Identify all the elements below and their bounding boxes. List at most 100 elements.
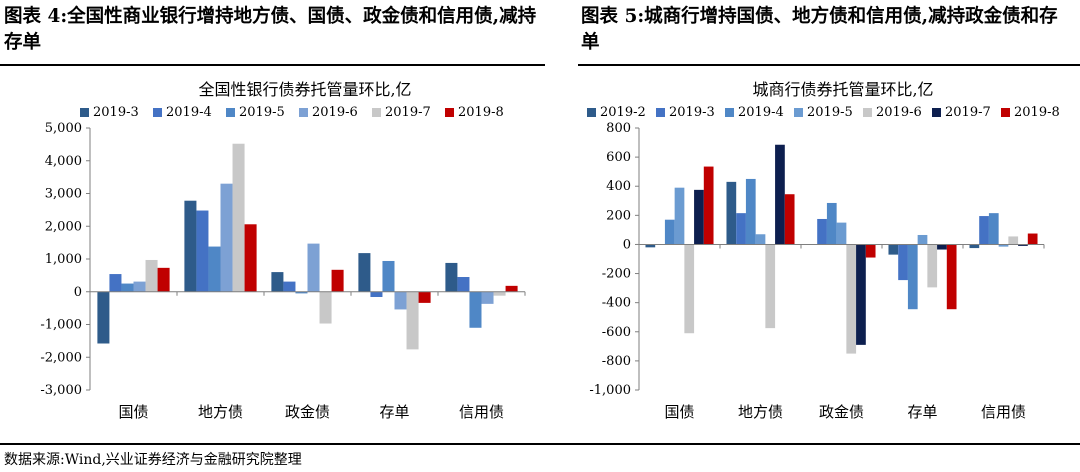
bar (493, 291, 506, 296)
bar (406, 291, 419, 350)
chart-city-commercial-banks: 城商行债券托管量环比,亿 2019-2 2019-3 2019-4 2019-5 2019… (587, 80, 1060, 421)
category-label: 地方债 (198, 403, 243, 421)
y-tick-label: -200 (602, 267, 631, 282)
bar (133, 281, 146, 292)
bar (232, 143, 245, 292)
y-tick-label: 600 (606, 150, 631, 165)
legend-label: 2019-4 (166, 105, 212, 120)
category-label: 信用债 (981, 403, 1026, 421)
bar (888, 244, 899, 255)
bar (220, 183, 233, 292)
legend-swatch (153, 108, 162, 117)
legend-swatch (587, 108, 596, 117)
bar (331, 269, 344, 292)
legend-label: 2019-3 (669, 105, 715, 120)
category-label: 政金债 (819, 403, 864, 421)
bar (755, 234, 766, 245)
legend-swatch (445, 108, 454, 117)
legend-label: 2019-6 (876, 105, 922, 120)
bar (358, 253, 371, 292)
y-tick-label: 800 (606, 121, 631, 136)
bar (856, 244, 866, 345)
bar (481, 291, 494, 304)
y-tick-label: -800 (602, 354, 631, 369)
y-tick-label: 4,000 (45, 154, 82, 169)
bar (969, 244, 980, 249)
bar (937, 244, 947, 250)
bar (917, 234, 928, 245)
legend-label: 2019-5 (239, 105, 285, 120)
bar (157, 267, 170, 292)
bar (927, 244, 938, 288)
bar (208, 246, 221, 292)
category-label: 存单 (907, 403, 937, 421)
bar (271, 272, 284, 292)
y-tick-label: -1,000 (40, 318, 82, 333)
bar (684, 244, 695, 334)
bar (775, 144, 785, 245)
legend-swatch (863, 108, 872, 117)
category-label: 存单 (379, 403, 409, 421)
bar (645, 244, 656, 248)
bar (998, 244, 1009, 247)
bar (907, 244, 918, 310)
bar (988, 213, 999, 245)
legend-label: 2019-3 (93, 105, 139, 120)
y-tick-label: -3,000 (40, 383, 82, 398)
bar (674, 187, 685, 245)
bar (121, 283, 134, 292)
bar (319, 291, 332, 324)
bar (196, 210, 209, 292)
bar (307, 243, 320, 292)
legend-swatch (226, 108, 235, 117)
bar (184, 200, 197, 292)
bar (784, 194, 795, 245)
y-tick-label: 0 (623, 237, 631, 252)
y-tick-label: -600 (602, 325, 631, 340)
legend-label: 2019-8 (1014, 105, 1060, 120)
bar (469, 291, 482, 328)
y-tick-label: 400 (606, 179, 631, 194)
y-tick-label: -400 (602, 296, 631, 311)
bar (946, 244, 957, 310)
bar (694, 189, 704, 245)
bar (846, 244, 857, 354)
bar (703, 166, 714, 245)
category-label: 地方债 (738, 403, 783, 421)
bar (394, 291, 407, 310)
bar (457, 277, 470, 292)
bar (382, 260, 395, 292)
category-label: 政金债 (285, 403, 330, 421)
legend-swatch (656, 108, 665, 117)
legend-swatch (372, 108, 381, 117)
y-tick-label: 2,000 (45, 219, 82, 234)
y-tick-label: 1,000 (45, 252, 82, 267)
y-tick-label: 5,000 (45, 121, 82, 136)
bar (370, 291, 383, 297)
bar (765, 244, 776, 329)
legend-label: 2019-4 (738, 105, 784, 120)
legend-swatch (299, 108, 308, 117)
bar (865, 244, 876, 258)
figure-4-heading: 图表 4:全国性商业银行增持地方债、国债、政金债和信用债,减持存单 (4, 6, 537, 53)
figure-5-heading: 图表 5:城商行增持国债、地方债和信用债,减持政金债和存单 (581, 6, 1058, 53)
y-tick-label: -1,000 (589, 383, 631, 398)
bar (445, 262, 458, 292)
legend-label: 2019-2 (600, 105, 646, 120)
legend-swatch (725, 108, 734, 117)
bar (109, 274, 122, 292)
legend-label: 2019-5 (807, 105, 853, 120)
legend-swatch (1001, 108, 1010, 117)
bar (418, 291, 431, 303)
bar (244, 224, 257, 292)
y-tick-label: -2,000 (40, 350, 82, 365)
bar (664, 219, 675, 245)
source-note: 数据来源:Wind,兴业证券经济与金融研究院整理 (4, 452, 302, 468)
bar (505, 285, 518, 292)
bar (1018, 244, 1028, 246)
bar (97, 291, 110, 344)
bar (1008, 236, 1019, 245)
legend-label: 2019-7 (945, 105, 991, 120)
bar (817, 218, 827, 245)
legend-swatch (80, 108, 89, 117)
